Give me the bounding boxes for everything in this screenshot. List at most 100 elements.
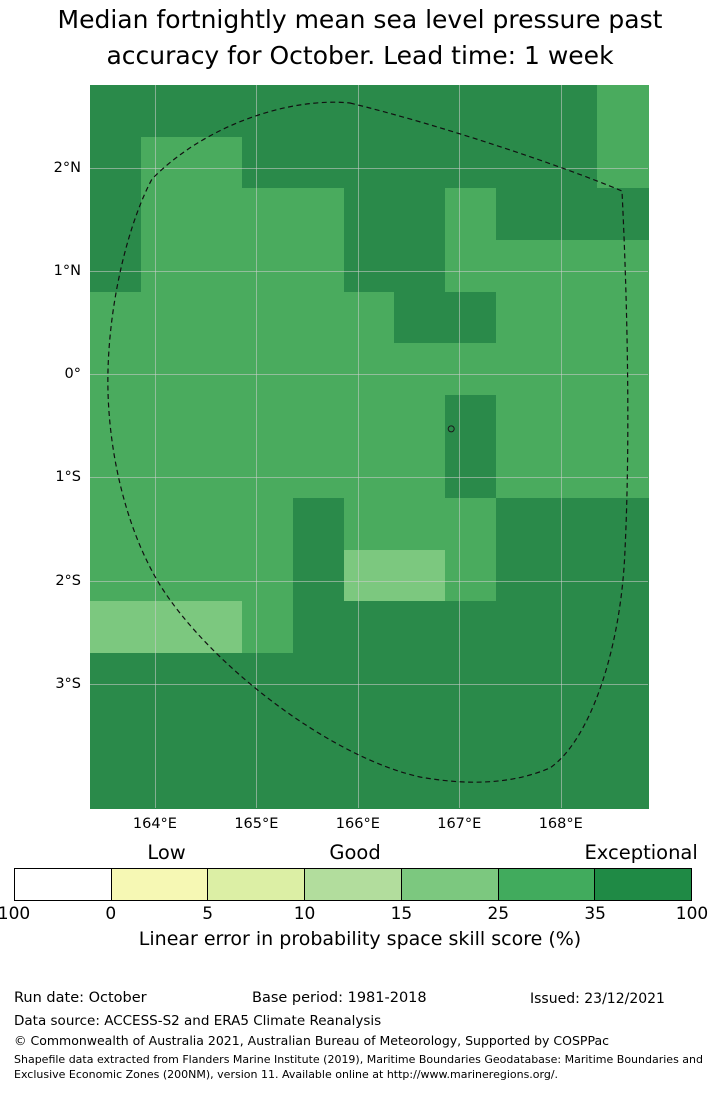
- heatmap-cell: [597, 601, 649, 654]
- heatmap-cell: [242, 188, 294, 241]
- heatmap-cell: [597, 343, 649, 396]
- heatmap-cell: [495, 85, 548, 138]
- heatmap-cell: [546, 653, 598, 706]
- heatmap-cell: [546, 188, 598, 241]
- meridian-gridline: [459, 85, 461, 808]
- heatmap-cell: [495, 601, 548, 654]
- colorbar-tick-label: 10: [293, 904, 316, 924]
- heatmap-cell: [445, 85, 497, 138]
- meridian-gridline: [154, 85, 156, 808]
- heatmap-cell: [343, 756, 396, 809]
- heatmap-cell: [445, 136, 497, 189]
- heatmap-cell: [394, 756, 446, 809]
- heatmap-cell: [445, 756, 497, 809]
- heatmap-cell: [343, 291, 396, 344]
- heatmap-cell: [292, 653, 345, 706]
- heatmap-cell: [90, 188, 142, 241]
- heatmap-cell: [140, 704, 193, 758]
- heatmap-cell: [140, 394, 193, 448]
- colorbar-label-good: Good: [329, 841, 381, 864]
- heatmap-cell: [242, 291, 294, 344]
- heatmap-cell: [445, 601, 497, 654]
- heatmap-cell: [495, 136, 548, 189]
- parallel-gridline: [90, 270, 648, 272]
- heatmap-cell: [597, 291, 649, 344]
- colorbar-segment: [207, 869, 305, 900]
- heatmap-cell: [140, 343, 193, 396]
- heatmap-cell: [445, 549, 497, 603]
- heatmap-cell: [597, 446, 649, 499]
- heatmap-cell: [191, 85, 243, 138]
- y-axis-tick-label: 1°N: [53, 262, 81, 279]
- heatmap-cell: [445, 239, 497, 293]
- heatmap-cell: [546, 704, 598, 758]
- heatmap-cell: [242, 446, 294, 499]
- heatmap-cell: [597, 653, 649, 706]
- heatmap-cell: [140, 549, 193, 603]
- colorbar-segment: [400, 869, 498, 900]
- heatmap-cell: [292, 601, 345, 654]
- colorbar-tick-label: 15: [390, 904, 413, 924]
- heatmap-cell: [292, 704, 345, 758]
- colorbar-tick-labels: 100 0 5 10 15 25 35 100: [0, 904, 708, 926]
- heatmap-cell: [495, 704, 548, 758]
- heatmap-cell: [191, 549, 243, 603]
- heatmap-cell: [394, 343, 446, 396]
- heatmap-cell: [343, 446, 396, 499]
- issued-date-text: Issued: 23/12/2021: [530, 991, 665, 1007]
- heatmap-cell: [140, 291, 193, 344]
- heatmap-cell: [292, 188, 345, 241]
- chart-title: Median fortnightly mean sea level pressu…: [0, 2, 720, 73]
- heatmap-cell: [546, 239, 598, 293]
- heatmap-cell: [140, 601, 193, 654]
- heatmap-cell: [495, 394, 548, 448]
- parallel-gridline: [90, 167, 648, 169]
- heatmap-cell: [292, 343, 345, 396]
- heatmap-cell: [191, 343, 243, 396]
- heatmap-cell: [140, 188, 193, 241]
- heatmap-cell: [495, 291, 548, 344]
- heatmap-cell: [90, 85, 142, 138]
- heatmap-cell: [495, 653, 548, 706]
- heatmap-cell: [90, 343, 142, 396]
- heatmap-cell: [242, 549, 294, 603]
- heatmap-cell: [191, 653, 243, 706]
- heatmap-cell: [90, 601, 142, 654]
- shapefile-note-text: Shapefile data extracted from Flanders M…: [14, 1053, 703, 1082]
- heatmap-cell: [292, 136, 345, 189]
- parallel-gridline: [90, 684, 648, 686]
- heatmap-cell: [140, 136, 193, 189]
- heatmap-cell: [343, 704, 396, 758]
- heatmap-cell: [242, 498, 294, 551]
- heatmap-cell: [597, 188, 649, 241]
- heatmap-cell: [343, 549, 396, 603]
- heatmap-cell: [597, 549, 649, 603]
- heatmap-cell: [191, 704, 243, 758]
- heatmap-cell: [90, 498, 142, 551]
- heatmap-cell: [343, 343, 396, 396]
- colorbar-tick-label: 0: [105, 904, 117, 924]
- parallel-gridline: [90, 477, 648, 479]
- colorbar-segment: [594, 869, 692, 900]
- heatmap-cell: [292, 85, 345, 138]
- chart-title-line2: accuracy for October. Lead time: 1 week: [106, 40, 614, 70]
- colorbar-tick-label: 100: [675, 904, 709, 924]
- colorbar-tick-label: 5: [202, 904, 214, 924]
- heatmap-cell: [597, 239, 649, 293]
- heatmap-cell: [90, 653, 142, 706]
- heatmap-cell: [90, 394, 142, 448]
- heatmap-cell: [292, 394, 345, 448]
- heatmap-cell: [394, 85, 446, 138]
- heatmap-cell: [546, 291, 598, 344]
- heatmap-cell: [292, 239, 345, 293]
- heatmap-cell: [292, 498, 345, 551]
- colorbar-segment: [15, 869, 111, 900]
- colorbar-tick-label: 100: [0, 904, 31, 924]
- heatmap-cell: [242, 704, 294, 758]
- heatmap-cell: [445, 394, 497, 448]
- colorbar-caption: Linear error in probability space skill …: [138, 928, 582, 950]
- heatmap-cell: [445, 343, 497, 396]
- heatmap-cell: [394, 446, 446, 499]
- heatmap-cell: [394, 498, 446, 551]
- heatmap-cell: [597, 85, 649, 138]
